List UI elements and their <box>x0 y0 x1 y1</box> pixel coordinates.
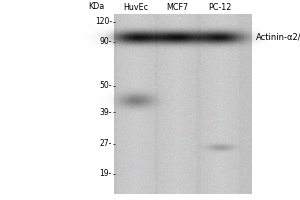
Text: 120-: 120- <box>95 18 112 26</box>
Text: 39-: 39- <box>100 108 112 116</box>
Text: 19-: 19- <box>100 170 112 178</box>
Text: KDa: KDa <box>88 2 104 11</box>
Text: 27-: 27- <box>100 140 112 148</box>
Text: PC-12: PC-12 <box>208 3 232 12</box>
Text: 50-: 50- <box>100 82 112 90</box>
Text: Actinin-α2/3: Actinin-α2/3 <box>256 32 300 42</box>
Text: MCF7: MCF7 <box>166 3 188 12</box>
Text: HuvEc: HuvEc <box>123 3 148 12</box>
Text: 90-: 90- <box>100 38 112 46</box>
